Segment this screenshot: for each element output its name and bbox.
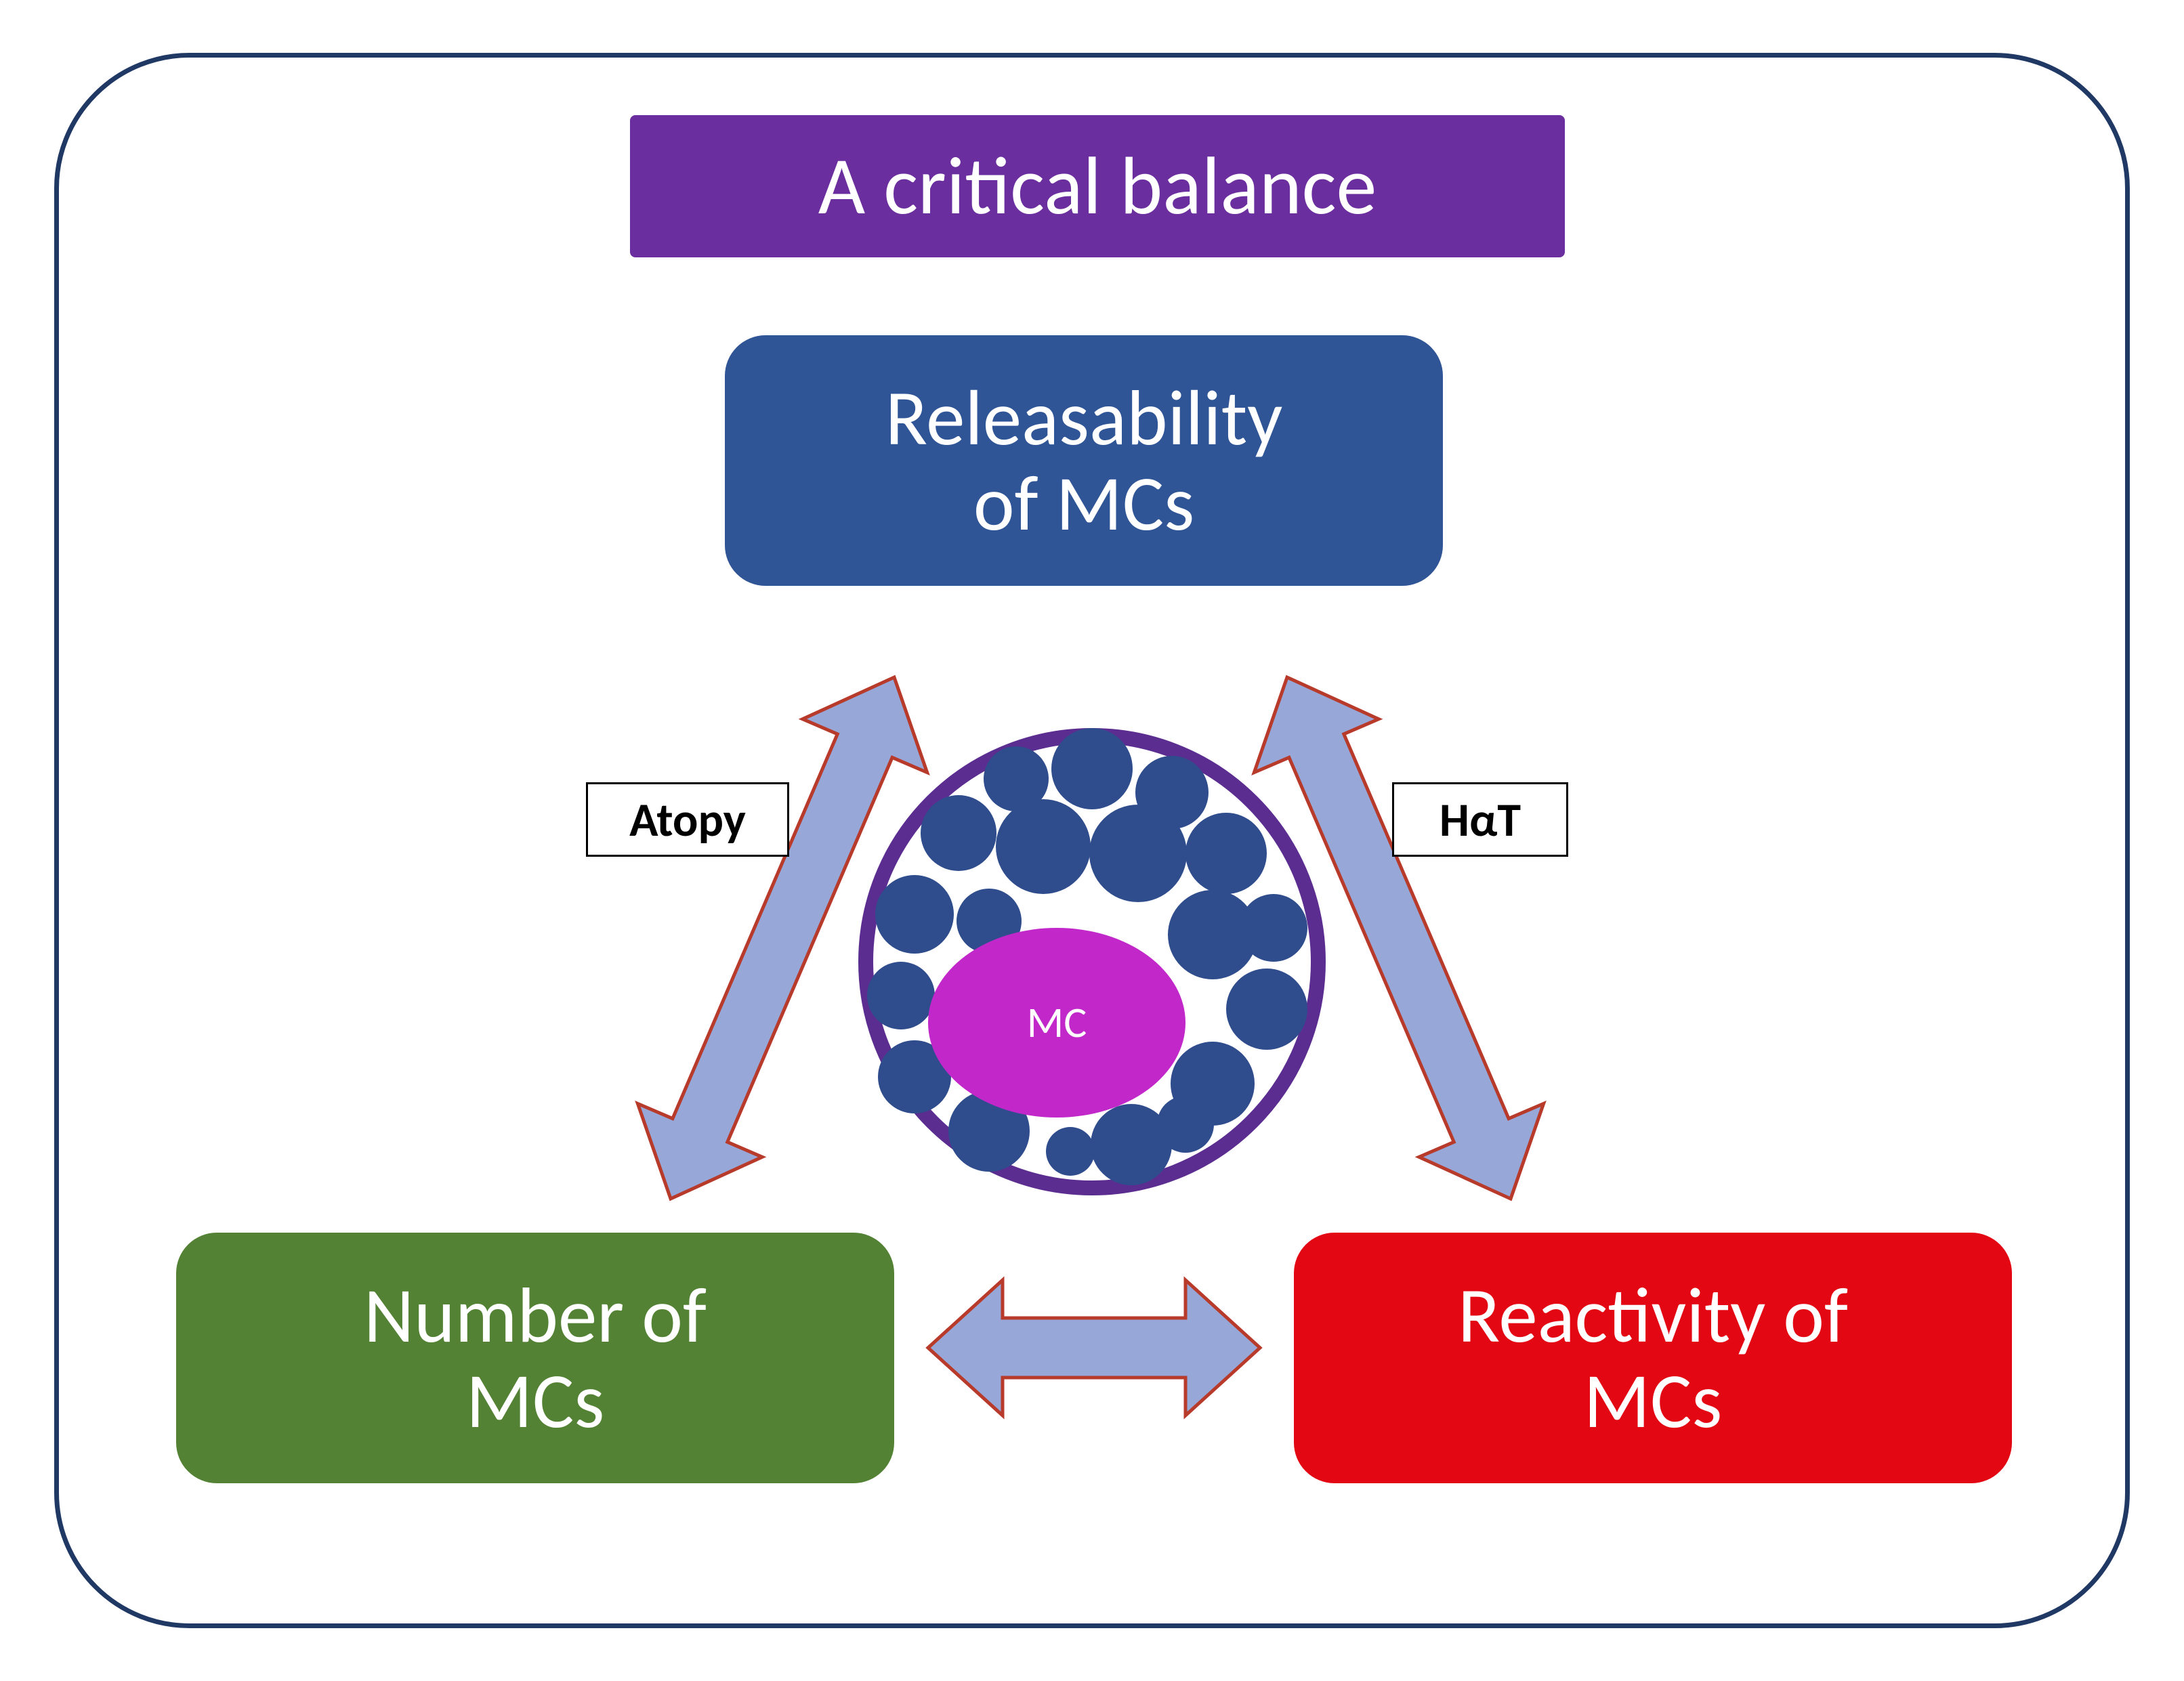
granule xyxy=(921,795,996,871)
granule xyxy=(1157,1096,1214,1153)
label-hat-text: HαT xyxy=(1440,790,1521,849)
granule xyxy=(875,875,954,954)
granule xyxy=(867,962,935,1029)
granule xyxy=(1089,805,1187,902)
granule xyxy=(1240,894,1307,962)
granule xyxy=(1185,813,1267,894)
label-atopy: Atopy xyxy=(586,782,789,857)
granule xyxy=(1226,969,1307,1050)
granule xyxy=(996,799,1091,894)
granule xyxy=(1046,1127,1095,1176)
mast-cell-label: MC xyxy=(1027,996,1087,1049)
label-atopy-text: Atopy xyxy=(629,790,746,849)
mast-cell-nucleus: MC xyxy=(928,928,1185,1118)
arrow-bottom xyxy=(928,1280,1260,1416)
granule xyxy=(1051,728,1133,809)
label-hat: HαT xyxy=(1392,782,1568,857)
